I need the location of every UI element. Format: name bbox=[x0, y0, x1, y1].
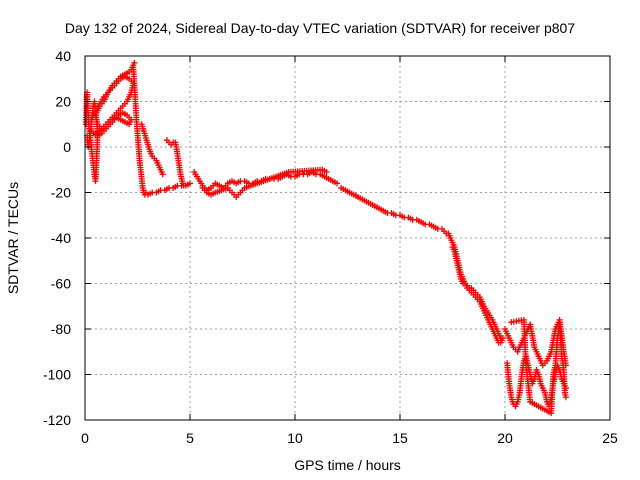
y-tick-label: 20 bbox=[55, 94, 71, 110]
axis-ticks: 0 5 10 15 20 25 -120 -100 -80 -60 -40 -20 0 20 40 bbox=[43, 48, 618, 446]
grid-lines bbox=[85, 56, 610, 420]
data-point bbox=[334, 180, 340, 187]
y-axis-label: SDTVAR / TECUs bbox=[5, 182, 21, 294]
y-tick-label: -100 bbox=[43, 367, 71, 383]
data-point bbox=[131, 59, 138, 66]
data-points bbox=[83, 59, 569, 417]
y-tick-label: -80 bbox=[51, 321, 71, 337]
x-tick-label: 25 bbox=[602, 430, 618, 446]
data-point bbox=[497, 335, 504, 342]
data-point bbox=[323, 169, 330, 176]
x-tick-label: 15 bbox=[392, 430, 408, 446]
x-tick-label: 0 bbox=[81, 430, 89, 446]
data-point bbox=[187, 180, 193, 187]
x-tick-label: 20 bbox=[497, 430, 513, 446]
y-tick-label: -60 bbox=[51, 276, 71, 292]
y-tick-label: 40 bbox=[55, 48, 71, 64]
x-axis-label: GPS time / hours bbox=[294, 457, 401, 473]
x-tick-label: 5 bbox=[186, 430, 194, 446]
x-tick-label: 10 bbox=[287, 430, 303, 446]
data-point bbox=[92, 130, 99, 137]
data-point bbox=[562, 394, 569, 401]
chart-title: Day 132 of 2024, Sidereal Day-to-day VTE… bbox=[65, 20, 575, 36]
y-tick-label: -120 bbox=[43, 412, 71, 428]
y-tick-label: -20 bbox=[51, 185, 71, 201]
data-point bbox=[159, 171, 166, 178]
y-tick-label: 0 bbox=[63, 139, 71, 155]
y-tick-label: -40 bbox=[51, 230, 71, 246]
data-point bbox=[180, 182, 187, 189]
